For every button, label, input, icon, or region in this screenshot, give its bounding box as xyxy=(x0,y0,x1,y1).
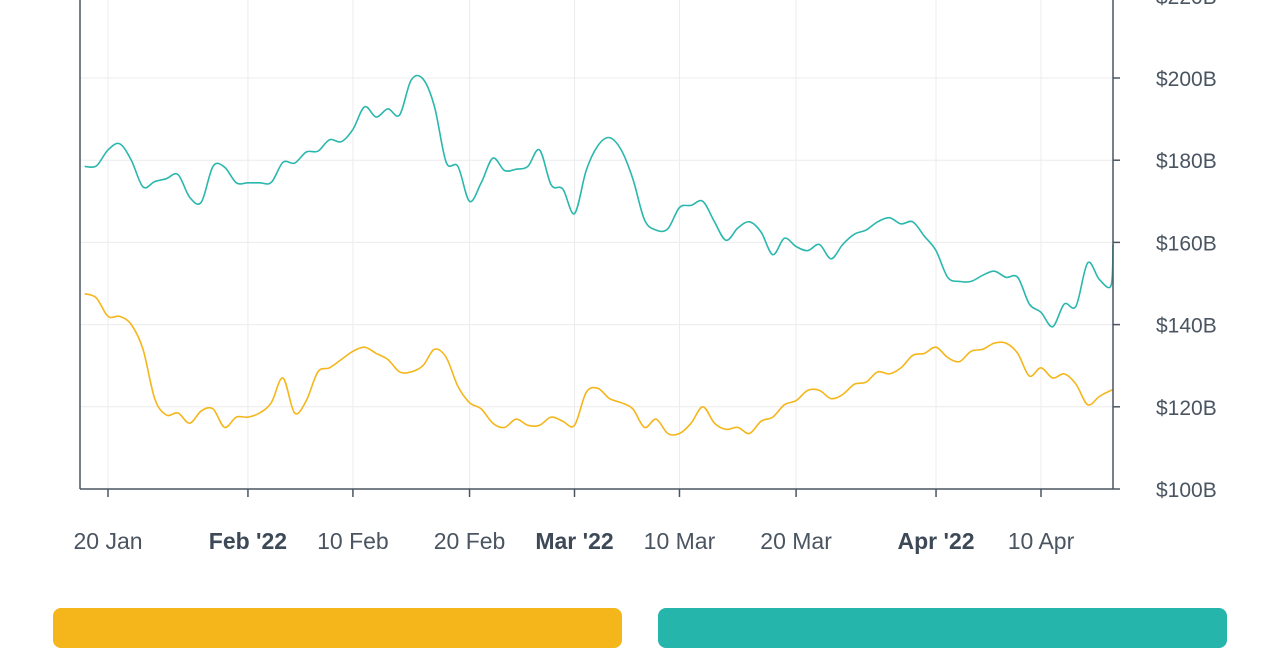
x-tick-label: Feb '22 xyxy=(209,528,287,554)
y-tick-label: $180B xyxy=(1156,150,1217,173)
y-tick-label: $160B xyxy=(1156,232,1217,255)
y-tick-label: $200B xyxy=(1156,68,1217,91)
series-toggle-yellow-button[interactable] xyxy=(53,608,622,648)
x-tick-label: 20 Mar xyxy=(760,528,832,554)
series-line-teal xyxy=(84,74,1114,328)
y-tick-label: $100B xyxy=(1156,479,1217,502)
chart-series xyxy=(84,74,1114,436)
y-tick-label: $220B xyxy=(1156,0,1217,9)
series-line-yellow xyxy=(84,293,1114,436)
x-tick-label: 10 Apr xyxy=(1008,528,1075,554)
x-tick-label: 20 Feb xyxy=(434,528,506,554)
x-tick-label: Apr '22 xyxy=(898,528,975,554)
x-tick-label: Mar '22 xyxy=(535,528,613,554)
x-tick-label: 10 Mar xyxy=(644,528,716,554)
y-tick-label: $120B xyxy=(1156,397,1217,420)
price-chart: $100B $120B $140B $160B $180B $200B $220B 20 Ja… xyxy=(73,0,1217,554)
series-toggle-teal-button[interactable] xyxy=(658,608,1227,648)
y-tick-label: $140B xyxy=(1156,315,1217,338)
x-tick-label: 20 Jan xyxy=(73,528,142,554)
chart-axes: $100B $120B $140B $160B $180B $200B $220B 20 Ja… xyxy=(73,0,1217,554)
chart-grid xyxy=(80,0,1113,489)
x-tick-label: 10 Feb xyxy=(317,528,389,554)
